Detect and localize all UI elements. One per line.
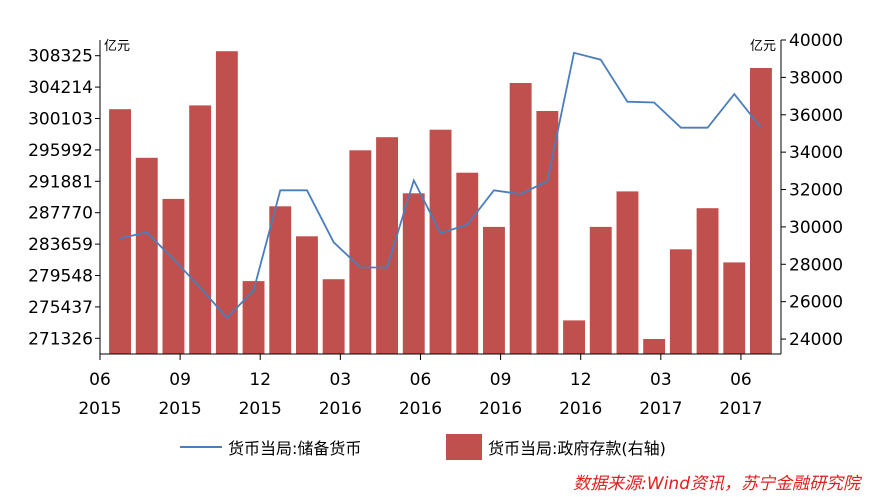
bar bbox=[589, 226, 612, 354]
bar bbox=[242, 281, 265, 354]
x-tick-month: 12 bbox=[249, 370, 271, 390]
legend-line-swatch bbox=[180, 446, 222, 448]
right-tick-label: 30000 bbox=[789, 218, 843, 238]
bar bbox=[376, 137, 398, 354]
x-tick-year: 2017 bbox=[719, 399, 762, 419]
bar bbox=[109, 109, 131, 354]
bar bbox=[509, 83, 532, 354]
bar bbox=[162, 198, 185, 354]
bar bbox=[135, 157, 158, 355]
legend-bar-label: 货币当局:政府存款(右轴) bbox=[488, 439, 666, 458]
x-tick-month: 12 bbox=[570, 370, 592, 390]
axes: 308325 304214 300103 295992 291881 287770 2836… bbox=[28, 31, 843, 419]
left-tick-label: 304214 bbox=[28, 78, 93, 98]
bar bbox=[269, 206, 292, 354]
x-tick-month: 06 bbox=[89, 370, 111, 390]
x-tick-year: 2017 bbox=[639, 399, 682, 419]
right-tick-label: 40000 bbox=[789, 31, 843, 51]
bar bbox=[429, 129, 452, 354]
bar bbox=[215, 51, 238, 354]
right-unit-label: 亿元 bbox=[750, 39, 776, 54]
bar bbox=[349, 150, 372, 354]
right-tick-label: 28000 bbox=[789, 255, 843, 275]
x-tick-month: 06 bbox=[410, 370, 432, 390]
bar bbox=[723, 262, 746, 354]
bar bbox=[536, 111, 559, 354]
right-tick-label: 38000 bbox=[789, 68, 843, 88]
x-tick-month: 03 bbox=[330, 370, 352, 390]
bar bbox=[616, 191, 639, 354]
left-tick-label: 275437 bbox=[28, 298, 93, 318]
legend: 货币当局:储备货币 货币当局:政府存款(右轴) bbox=[0, 432, 884, 462]
bar bbox=[402, 193, 425, 354]
right-tick-label: 26000 bbox=[789, 293, 843, 313]
x-tick-year: 2015 bbox=[78, 399, 121, 419]
right-tick-label: 24000 bbox=[789, 330, 843, 350]
chart-canvas: 308325 304214 300103 295992 291881 287770 2836… bbox=[28, 31, 843, 419]
right-tick-label: 34000 bbox=[789, 143, 843, 163]
bar bbox=[456, 172, 479, 354]
left-tick-label: 279548 bbox=[28, 267, 93, 287]
bar bbox=[750, 68, 772, 354]
right-tick-label: 36000 bbox=[789, 106, 843, 126]
x-tick-year: 2016 bbox=[319, 399, 362, 419]
x-tick-month: 09 bbox=[169, 370, 191, 390]
bar bbox=[669, 249, 692, 354]
left-tick-label: 300103 bbox=[28, 109, 93, 129]
left-tick-label: 291881 bbox=[28, 172, 93, 192]
bar bbox=[322, 279, 345, 354]
bar bbox=[296, 236, 318, 355]
legend-item-bar: 货币当局:政府存款(右轴) bbox=[446, 432, 666, 462]
x-tick-month: 06 bbox=[730, 370, 752, 390]
left-tick-label: 283659 bbox=[28, 235, 93, 255]
line-series bbox=[119, 51, 762, 320]
x-tick-year: 2016 bbox=[559, 399, 602, 419]
x-tick-month: 03 bbox=[650, 370, 672, 390]
legend-line-label: 货币当局:储备货币 bbox=[228, 439, 362, 458]
bar-series bbox=[109, 51, 772, 355]
bar bbox=[643, 339, 666, 354]
left-tick-label: 287770 bbox=[28, 204, 93, 224]
x-tick-year: 2016 bbox=[479, 399, 522, 419]
bar bbox=[563, 320, 585, 354]
x-tick-year: 2015 bbox=[158, 399, 201, 419]
bar bbox=[696, 208, 719, 354]
bar bbox=[483, 226, 505, 354]
source-note: 数据来源:Wind资讯，苏宁金融研究院 bbox=[573, 474, 860, 494]
left-tick-label: 271326 bbox=[28, 329, 93, 349]
bar bbox=[189, 105, 212, 355]
legend-bar-swatch bbox=[446, 434, 482, 460]
left-unit-label: 亿元 bbox=[104, 39, 130, 54]
x-tick-year: 2015 bbox=[239, 399, 282, 419]
legend-item-line: 货币当局:储备货币 bbox=[180, 432, 361, 462]
right-tick-label: 32000 bbox=[789, 181, 843, 201]
left-tick-label: 295992 bbox=[28, 141, 93, 161]
left-tick-label: 308325 bbox=[28, 47, 93, 67]
x-tick-month: 09 bbox=[490, 370, 512, 390]
x-tick-year: 2016 bbox=[399, 399, 442, 419]
